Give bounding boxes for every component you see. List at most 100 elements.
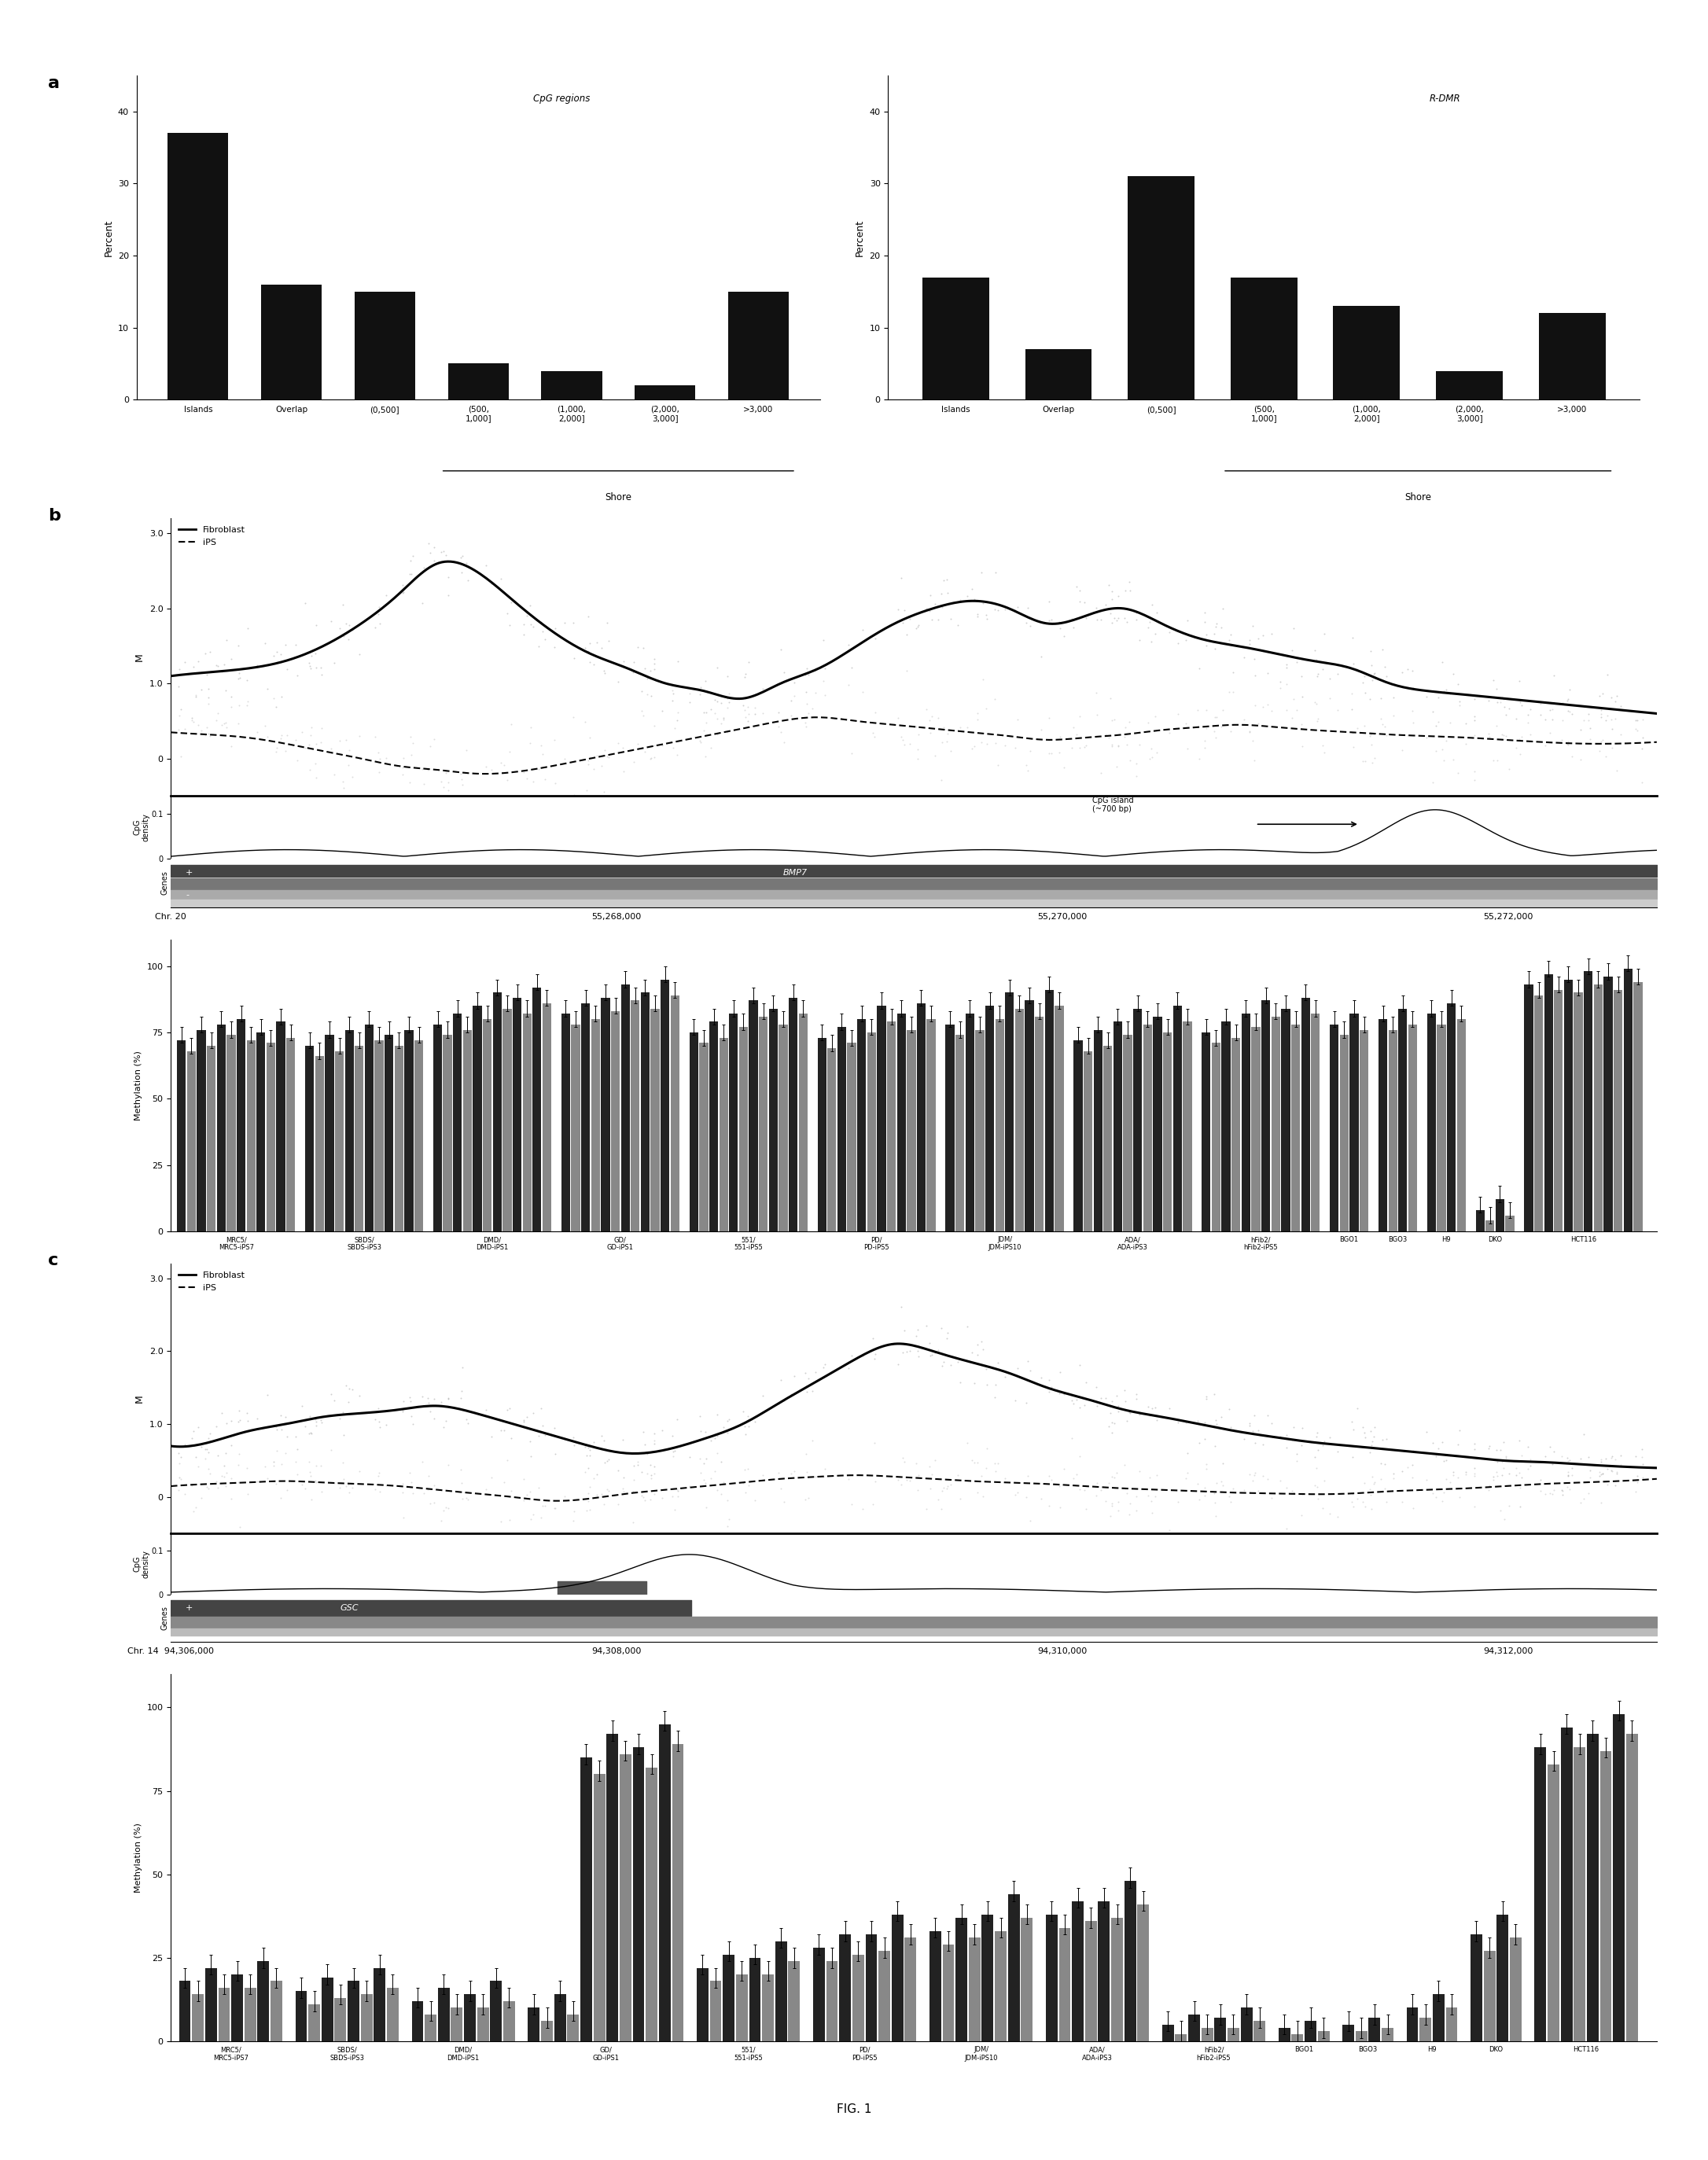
Bar (1252, 1028, 1261, 1231)
Point (640, 741, 668, 775)
Point (1452, 1454, 1479, 1488)
Point (1308, 728, 1336, 762)
Point (661, 711, 688, 745)
Point (420, 544, 447, 579)
Text: +: + (186, 868, 193, 877)
Point (326, 611, 354, 646)
Point (389, 1385, 417, 1419)
Point (1594, 657, 1621, 691)
Point (512, 598, 540, 633)
Point (620, 732, 647, 767)
Point (1184, 1404, 1211, 1439)
Point (509, 1462, 536, 1497)
Bar (494, 994, 502, 1231)
Point (282, 1445, 309, 1480)
Bar (837, 1028, 845, 1231)
Point (1220, 654, 1247, 689)
Bar (635, 384, 695, 400)
Bar (711, 1981, 721, 2041)
Point (1575, 702, 1602, 737)
Point (1575, 696, 1602, 730)
Point (953, 1309, 980, 1344)
Point (1240, 1458, 1267, 1493)
Bar (827, 1961, 839, 2041)
Point (529, 613, 557, 648)
Point (799, 652, 827, 687)
Point (904, 1460, 931, 1495)
Point (167, 739, 195, 773)
Point (960, 1445, 987, 1480)
Bar (1486, 1220, 1494, 1231)
Point (224, 661, 251, 696)
Point (576, 741, 603, 775)
Bar (1419, 2017, 1431, 2041)
Point (367, 1410, 395, 1445)
Point (284, 743, 311, 778)
Point (347, 1378, 374, 1413)
Point (1245, 622, 1272, 657)
Point (594, 1443, 622, 1477)
Point (863, 1464, 890, 1499)
Point (980, 592, 1008, 626)
Point (1066, 1439, 1093, 1473)
Point (195, 687, 222, 721)
Point (912, 691, 939, 726)
Point (1433, 1462, 1460, 1497)
Point (1515, 706, 1542, 741)
Point (1143, 1458, 1170, 1493)
Point (1071, 730, 1098, 765)
Point (1254, 1398, 1281, 1432)
Point (1201, 631, 1228, 665)
Point (1102, 1460, 1129, 1495)
Legend: Fibroblast, iPS: Fibroblast, iPS (176, 523, 249, 551)
Bar (868, 1032, 876, 1231)
Point (924, 603, 951, 637)
Point (1506, 721, 1534, 756)
Point (938, 1467, 965, 1501)
Point (893, 652, 921, 687)
Point (1399, 1434, 1426, 1469)
Point (244, 1464, 272, 1499)
Point (610, 650, 637, 685)
Point (193, 1469, 220, 1503)
Point (1506, 1488, 1534, 1523)
Point (494, 1393, 521, 1428)
Point (1588, 1456, 1616, 1490)
Point (777, 1456, 804, 1490)
Point (184, 1410, 212, 1445)
Point (576, 1439, 603, 1473)
Point (1086, 603, 1114, 637)
Point (453, 732, 480, 767)
Point (494, 1443, 521, 1477)
Point (203, 648, 231, 683)
Point (473, 1471, 500, 1506)
Bar (839, 1935, 851, 2041)
Point (1351, 708, 1378, 743)
Bar (789, 1961, 799, 2041)
Point (982, 1454, 1009, 1488)
Point (1373, 1484, 1401, 1518)
Point (1156, 715, 1184, 750)
Point (591, 732, 618, 767)
Point (420, 721, 447, 756)
Bar (196, 1030, 205, 1231)
Point (251, 708, 278, 743)
Point (295, 752, 323, 786)
Point (225, 719, 253, 754)
Point (1037, 603, 1064, 637)
Bar (750, 1000, 758, 1231)
Point (1242, 1456, 1269, 1490)
Point (1493, 1441, 1520, 1475)
Point (1242, 659, 1269, 693)
Point (702, 683, 729, 717)
Bar (671, 996, 680, 1231)
Point (729, 687, 757, 721)
Point (1430, 1445, 1457, 1480)
Point (1240, 642, 1267, 676)
Bar (191, 1994, 203, 2041)
Point (704, 650, 731, 685)
Point (974, 1432, 1001, 1467)
Point (1413, 680, 1440, 715)
Point (861, 1341, 888, 1376)
Point (919, 1337, 946, 1372)
